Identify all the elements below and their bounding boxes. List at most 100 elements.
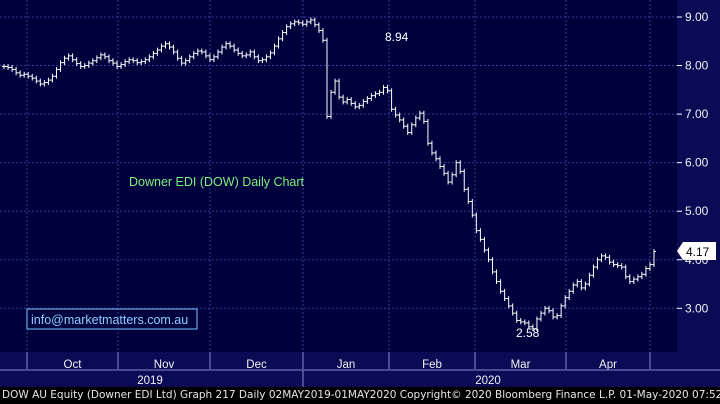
price-bar: [220, 44, 225, 55]
price-bar: [542, 305, 547, 316]
price-bar: [143, 57, 148, 65]
price-bar: [292, 19, 297, 27]
info-email[interactable]: info@marketmatters.com.au: [31, 313, 188, 327]
y-axis-panel: [677, 0, 720, 352]
price-bar: [199, 48, 204, 55]
price-bar: [308, 17, 313, 25]
price-bar: [607, 254, 612, 265]
price-bar: [502, 288, 507, 302]
price-bar: [215, 49, 220, 60]
price-bar: [393, 106, 398, 118]
price-bar: [260, 57, 265, 64]
price-bar: [320, 28, 325, 43]
plot-background: [0, 0, 677, 352]
price-bar: [139, 59, 144, 66]
price-bar: [115, 60, 120, 69]
price-bar: [514, 310, 519, 323]
y-tick-label: 9.00: [685, 10, 709, 24]
price-bar: [446, 170, 451, 185]
price-bar: [349, 97, 354, 106]
price-bar: [34, 75, 39, 84]
price-bar: [377, 89, 382, 97]
price-bar: [433, 150, 438, 162]
price-bar: [6, 64, 11, 70]
price-bar: [264, 54, 269, 63]
x-month-label: Dec: [246, 359, 267, 371]
price-bar: [82, 63, 87, 69]
price-bar: [312, 17, 317, 28]
price-bar: [54, 67, 59, 79]
annotation-low: 2.58: [516, 326, 540, 340]
price-bar: [587, 272, 592, 287]
price-bar: [425, 118, 430, 146]
x-axis-ticks: Oct Nov Dec Jan Feb Mar Apr 2019 2020: [0, 352, 720, 387]
price-bar: [450, 172, 455, 185]
price-bar: [248, 49, 253, 58]
price-bar: [316, 22, 321, 34]
price-bar: [187, 54, 192, 64]
price-bar: [373, 91, 378, 99]
price-bar: [300, 20, 305, 27]
price-bar: [18, 70, 23, 78]
price-bar: [123, 59, 128, 68]
price-bar: [163, 41, 168, 49]
gridlines: [0, 0, 677, 352]
price-bar: [324, 37, 329, 119]
price-bar: [341, 94, 346, 105]
price-bar: [357, 102, 362, 110]
price-bar: [555, 313, 560, 320]
price-bar: [337, 78, 342, 100]
price-bar: [131, 57, 136, 64]
price-bar: [74, 57, 79, 67]
annotation-high: 8.94: [385, 30, 409, 44]
price-bar: [240, 50, 245, 59]
price-bar: [10, 65, 15, 72]
price-bar: [442, 164, 447, 176]
price-bar: [401, 117, 406, 129]
price-bar: [42, 80, 47, 87]
price-bar: [26, 71, 31, 79]
price-bar: [494, 269, 499, 285]
y-tick-label: 6.00: [685, 156, 709, 170]
price-bar: [175, 49, 180, 61]
price-bar: [66, 53, 71, 61]
price-bar: [94, 55, 99, 64]
price-bar: [268, 50, 273, 60]
price-bar: [381, 84, 386, 95]
price-bar: [421, 110, 426, 124]
price-bar: [167, 41, 172, 50]
x-year-label: 2020: [475, 375, 501, 387]
price-bar: [599, 253, 604, 263]
price-bar: [106, 54, 111, 64]
price-bar: [397, 112, 402, 123]
last-price-label: 4.17: [686, 245, 710, 259]
price-bar: [90, 58, 95, 66]
price-bar: [482, 236, 487, 253]
price-bar: [462, 168, 467, 192]
price-bar: [571, 282, 576, 294]
price-bar: [498, 279, 503, 294]
price-bar: [22, 71, 27, 78]
price-bar: [551, 308, 556, 320]
price-bar: [127, 57, 132, 65]
x-month-label: Mar: [511, 359, 531, 371]
last-price-tag: 4.17: [677, 242, 716, 260]
price-bar: [563, 295, 568, 309]
price-bar: [635, 274, 640, 282]
price-bar: [353, 100, 358, 110]
x-year-label: 2019: [137, 375, 163, 387]
price-bar: [369, 93, 374, 101]
price-bar: [623, 264, 628, 280]
price-bar: [458, 160, 463, 174]
price-bar: [474, 212, 479, 234]
price-bar: [559, 303, 564, 319]
price-bar: [203, 49, 208, 59]
price-bar: [466, 186, 471, 204]
price-bar: [183, 58, 188, 66]
price-bar: [276, 36, 281, 49]
price-bar: [272, 43, 277, 56]
x-month-label: Apr: [599, 359, 617, 371]
price-bar: [280, 30, 285, 42]
price-bar: [284, 24, 289, 35]
x-month-label: Nov: [154, 359, 175, 371]
